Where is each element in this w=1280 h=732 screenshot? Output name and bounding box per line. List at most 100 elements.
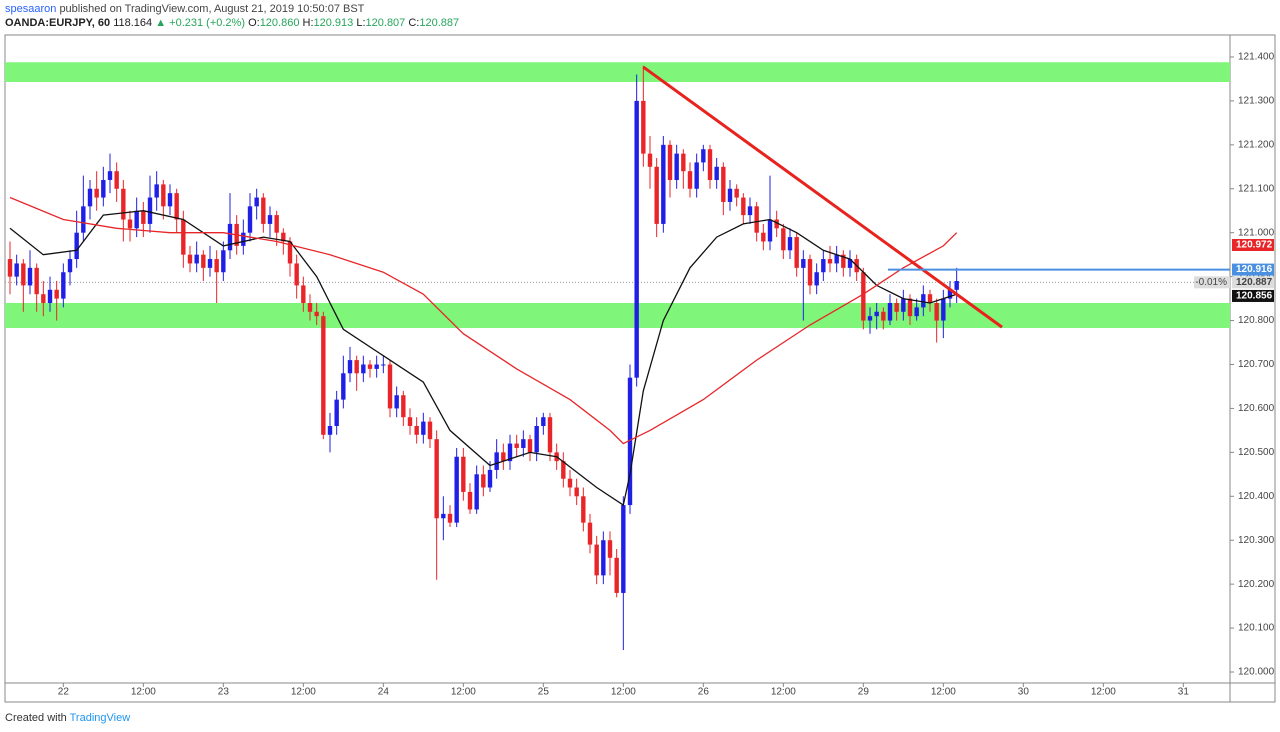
candle-body: [421, 421, 426, 435]
moving-average: [9, 196, 958, 445]
candle-body: [347, 360, 353, 374]
candle-body: [587, 522, 593, 545]
candle-body: [67, 259, 73, 273]
candle-body: [134, 210, 139, 229]
x-tick-label: 25: [538, 687, 550, 698]
candle-body: [127, 219, 133, 229]
price-tag: [1232, 276, 1274, 289]
candle-body: [594, 544, 599, 576]
candle-body: [874, 311, 879, 317]
candle-body: [14, 263, 19, 277]
h-label: H:: [302, 17, 314, 29]
y-tick-label: 120.800: [1238, 315, 1275, 326]
footer-brand[interactable]: TradingView: [69, 712, 131, 724]
y-tick-label: 121.400: [1238, 52, 1275, 63]
candle-body: [681, 153, 686, 172]
candle-body: [81, 206, 86, 233]
candle-body: [161, 184, 166, 207]
candle-body: [227, 223, 233, 251]
y-tick-label: 120.100: [1238, 623, 1275, 634]
candle-body: [407, 417, 413, 426]
candle-body: [454, 456, 459, 523]
author[interactable]: spesaaron: [5, 3, 57, 15]
candle-body: [447, 513, 453, 523]
candle-body: [61, 272, 66, 299]
candle-body: [7, 259, 13, 277]
trendline: [642, 65, 1003, 329]
price-tag: [1232, 263, 1274, 276]
candle-body: [494, 452, 499, 470]
candle-body: [294, 263, 299, 286]
candle-body: [427, 421, 433, 440]
x-tick-label: 30: [1018, 687, 1030, 698]
candle-body: [794, 237, 799, 268]
candle-body: [507, 443, 513, 462]
candle-body: [101, 179, 106, 198]
candle-body: [501, 452, 506, 462]
x-tick-label: 12:00: [451, 687, 476, 698]
x-tick-label: 22: [58, 687, 70, 698]
price-tag-label: 120.972: [1236, 240, 1273, 251]
zone: [5, 62, 1230, 83]
candle-body: [41, 294, 46, 303]
candle-body: [934, 302, 939, 321]
x-tick-label: 12:00: [291, 687, 316, 698]
change: ▲ +0.231 (+0.2%): [155, 17, 245, 29]
c-label: C:: [408, 17, 420, 29]
candle-body: [354, 360, 359, 374]
x-tick-label: 12:00: [131, 687, 156, 698]
candle-body: [687, 171, 693, 189]
y-tick-label: 120.700: [1238, 359, 1275, 370]
candle-body: [94, 188, 99, 198]
y-tick-label: 120.000: [1238, 667, 1275, 678]
candle-body: [721, 166, 726, 202]
candle-body: [334, 399, 339, 426]
candle-body: [801, 259, 806, 268]
candle-body: [247, 206, 253, 233]
x-tick-label: 26: [698, 687, 710, 698]
candle-body: [254, 197, 259, 207]
candle-body: [394, 395, 399, 409]
candle-body: [674, 153, 679, 180]
x-tick-label: 23: [218, 687, 230, 698]
moving-average: [9, 210, 957, 507]
y-tick-label: 120.600: [1238, 403, 1275, 414]
candle-body: [861, 272, 866, 321]
candle-body: [954, 281, 959, 290]
y-tick-label: 121.000: [1238, 227, 1275, 238]
price-tag-label: 120.856: [1236, 291, 1273, 302]
candle-body: [321, 316, 326, 435]
candle-body: [921, 294, 926, 308]
candle-body: [381, 364, 386, 366]
candle-body: [834, 254, 839, 264]
header-line-1: spesaaron published on TradingView.com, …: [5, 3, 364, 15]
candle-body: [167, 193, 173, 207]
candle-body: [367, 364, 373, 369]
price-tag: [1232, 289, 1274, 302]
candle-body: [714, 166, 719, 180]
candle-body: [314, 311, 319, 317]
candle-body: [487, 469, 493, 488]
y-tick-label: 120.500: [1238, 447, 1275, 458]
candle-body: [574, 487, 579, 497]
y-tick-label: 120.400: [1238, 491, 1275, 502]
candle-body: [201, 254, 206, 268]
candle-body: [441, 513, 446, 519]
x-tick-label: 12:00: [771, 687, 796, 698]
price-tag-label: 120.887: [1236, 277, 1273, 288]
candle-body: [54, 289, 59, 299]
candle-body: [567, 478, 573, 488]
x-tick-label: 29: [858, 687, 870, 698]
candle-body: [667, 144, 673, 180]
published: published on TradingView.com, August 21,…: [59, 3, 365, 15]
candle-body: [781, 228, 786, 251]
x-tick-label: 24: [378, 687, 390, 698]
candle-body: [914, 307, 919, 317]
x-tick-label: 12:00: [1091, 687, 1116, 698]
candle-body: [847, 259, 853, 268]
candle-body: [841, 254, 846, 268]
candle-body: [87, 188, 93, 207]
o-value: 120.860: [259, 17, 300, 29]
candle-body: [154, 184, 159, 198]
candle-body: [261, 197, 266, 224]
